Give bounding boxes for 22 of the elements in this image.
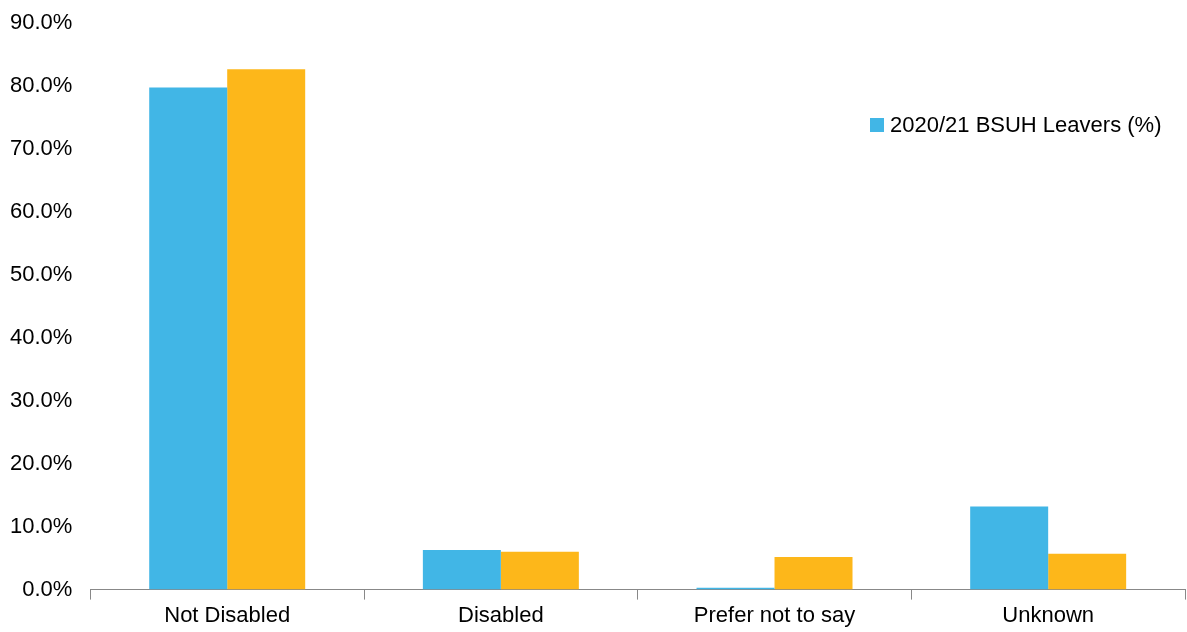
y-tick-label: 0.0% bbox=[22, 575, 73, 601]
bar bbox=[774, 556, 853, 590]
y-tick-label: 20.0% bbox=[9, 449, 73, 475]
x-tick-label: Disabled bbox=[458, 601, 544, 627]
y-tick-label: 90.0% bbox=[9, 9, 73, 35]
y-tick-label: 40.0% bbox=[9, 323, 73, 349]
bar bbox=[970, 506, 1049, 590]
legend-label: 2020/21 BSUH Leavers (%) bbox=[890, 111, 1162, 139]
bar bbox=[1048, 553, 1127, 590]
bar bbox=[422, 549, 501, 590]
y-tick-label: 80.0% bbox=[9, 72, 73, 98]
y-tick-label: 70.0% bbox=[9, 135, 73, 161]
x-tick-label: Not Disabled bbox=[164, 601, 291, 627]
bar bbox=[149, 87, 228, 590]
y-tick-label: 30.0% bbox=[9, 386, 73, 412]
x-tick-label: Prefer not to say bbox=[693, 601, 856, 627]
y-tick-label: 60.0% bbox=[9, 198, 73, 224]
x-tick-label: Unknown bbox=[1002, 601, 1095, 627]
bar bbox=[227, 69, 306, 590]
y-tick-label: 10.0% bbox=[9, 512, 73, 538]
y-tick-label: 50.0% bbox=[9, 261, 73, 286]
bar bbox=[500, 551, 579, 590]
